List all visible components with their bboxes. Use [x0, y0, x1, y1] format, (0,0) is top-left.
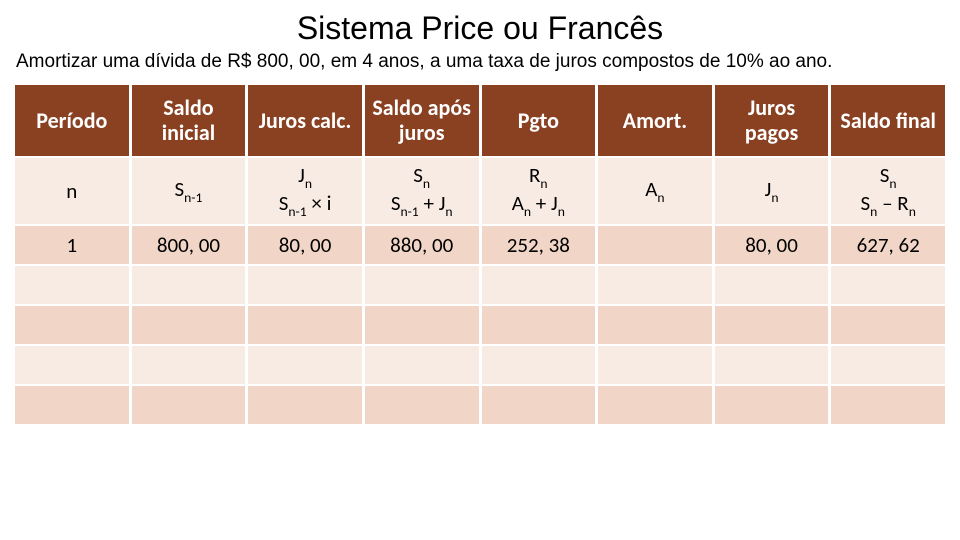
cell-pgto: 252, 38 [482, 226, 596, 264]
col-periodo: Período [15, 85, 129, 156]
cell-empty [482, 306, 596, 344]
cell-empty [715, 306, 829, 344]
cell-empty [482, 346, 596, 384]
cell-empty [132, 386, 246, 424]
col-saldo-inicial: Saldo inicial [132, 85, 246, 156]
cell-empty [15, 386, 129, 424]
cell-empty [132, 346, 246, 384]
cell-saldo_apos: 880, 00 [365, 226, 479, 264]
cell-empty [715, 386, 829, 424]
cell-empty [598, 306, 712, 344]
cell-juros-pagos: Jn [715, 158, 829, 224]
cell-empty [365, 346, 479, 384]
cell-empty [365, 306, 479, 344]
cell-juros_pagos: 80, 00 [715, 226, 829, 264]
table-row-empty [15, 386, 945, 424]
cell-empty [248, 386, 362, 424]
table-row-empty [15, 306, 945, 344]
amortization-table: Período Saldo inicial Juros calc. Saldo … [12, 83, 948, 426]
cell-empty [132, 306, 246, 344]
cell-empty [15, 266, 129, 304]
cell-empty [715, 266, 829, 304]
col-juros-calc: Juros calc. [248, 85, 362, 156]
cell-amort: An [598, 158, 712, 224]
cell-empty [248, 266, 362, 304]
page-subtitle: Amortizar uma dívida de R$ 800, 00, em 4… [16, 51, 948, 73]
cell-empty [132, 266, 246, 304]
cell-saldo_inicial: 800, 00 [132, 226, 246, 264]
cell-empty [598, 266, 712, 304]
table-row-empty [15, 346, 945, 384]
col-amort: Amort. [598, 85, 712, 156]
col-pgto: Pgto [482, 85, 596, 156]
page-title: Sistema Price ou Francês [12, 10, 948, 47]
cell-periodo: n [15, 158, 129, 224]
col-juros-pagos: Juros pagos [715, 85, 829, 156]
cell-pgto: RnAn + Jn [482, 158, 596, 224]
table-row-empty [15, 266, 945, 304]
cell-empty [831, 266, 945, 304]
cell-empty [831, 386, 945, 424]
cell-empty [15, 346, 129, 384]
cell-empty [365, 266, 479, 304]
cell-juros_calc: 80, 00 [248, 226, 362, 264]
cell-saldo-apos: SnSn-1 + Jn [365, 158, 479, 224]
cell-saldo-final: SnSn – Rn [831, 158, 945, 224]
col-saldo-apos: Saldo após juros [365, 85, 479, 156]
cell-empty [248, 346, 362, 384]
cell-empty [598, 386, 712, 424]
cell-empty [365, 386, 479, 424]
cell-juros-calc: JnSn-1 × i [248, 158, 362, 224]
col-saldo-final: Saldo final [831, 85, 945, 156]
cell-empty [482, 266, 596, 304]
table-row-formula: nSn-1JnSn-1 × iSnSn-1 + JnRnAn + JnAnJnS… [15, 158, 945, 224]
table-header-row: Período Saldo inicial Juros calc. Saldo … [15, 85, 945, 156]
cell-empty [715, 346, 829, 384]
cell-empty [831, 346, 945, 384]
cell-amort [598, 226, 712, 264]
cell-saldo_final: 627, 62 [831, 226, 945, 264]
cell-saldo-inicial: Sn-1 [132, 158, 246, 224]
cell-empty [248, 306, 362, 344]
cell-periodo: 1 [15, 226, 129, 264]
cell-empty [831, 306, 945, 344]
cell-empty [482, 386, 596, 424]
table-row: 1800, 0080, 00880, 00252, 3880, 00627, 6… [15, 226, 945, 264]
cell-empty [598, 346, 712, 384]
cell-empty [15, 306, 129, 344]
